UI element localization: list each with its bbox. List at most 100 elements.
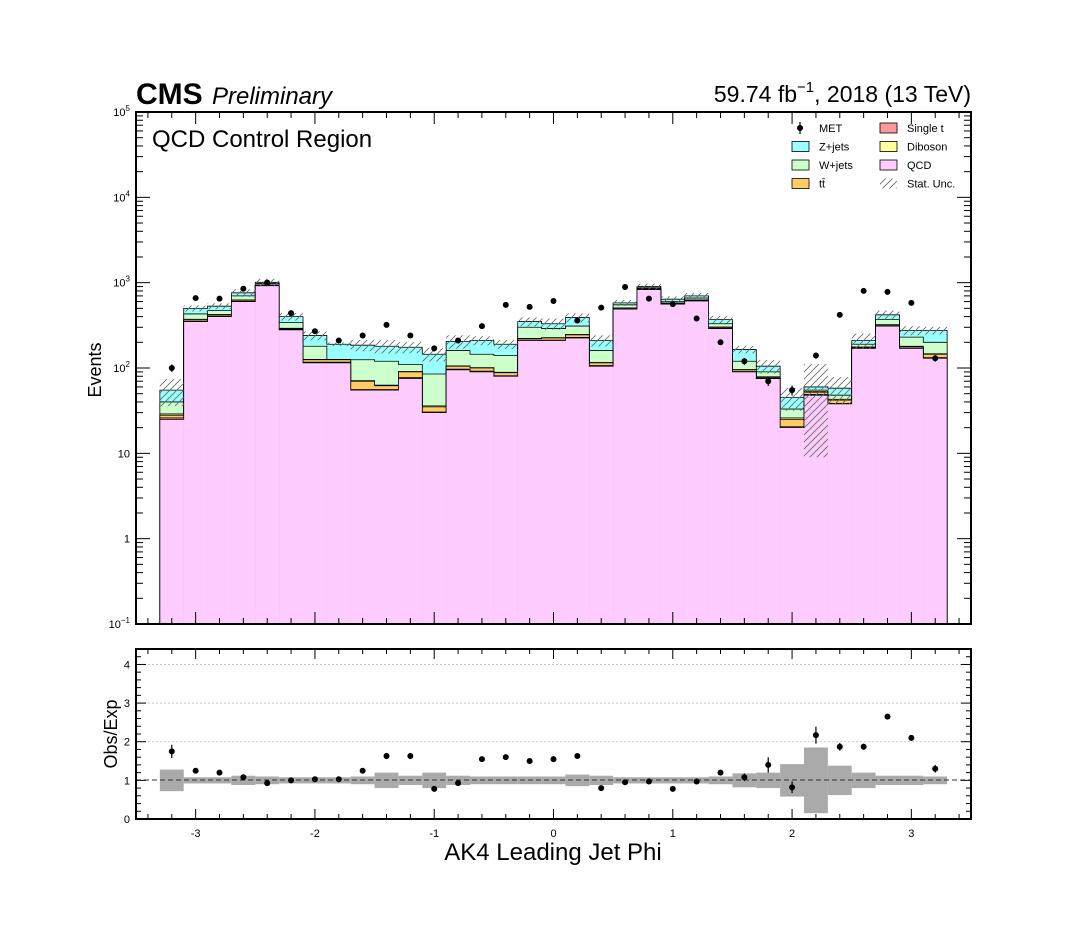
stat-unc-box xyxy=(923,326,948,335)
stat-unc-box xyxy=(207,303,232,310)
stat-unc-box xyxy=(398,342,423,354)
main-y-tick-exp: 4 xyxy=(126,189,131,198)
stack-bar-qcd xyxy=(732,371,757,624)
stat-unc-box xyxy=(851,333,876,349)
ratio-point xyxy=(526,758,533,765)
stat-unc-box xyxy=(470,336,494,346)
ratio-band-box xyxy=(875,775,900,785)
legend-label-ttbar: tt̄ xyxy=(819,178,825,190)
stack-bar-qcd xyxy=(637,289,661,624)
stack-bar-qcd xyxy=(493,376,518,624)
stack-bar-qcd xyxy=(279,329,303,624)
data-point xyxy=(478,323,485,330)
stat-unc-box xyxy=(279,313,303,321)
main-y-tick-base: 10 xyxy=(109,619,121,631)
x-tick-label: 3 xyxy=(908,828,914,840)
ratio-point xyxy=(192,767,199,774)
data-point xyxy=(765,378,772,385)
data-point xyxy=(693,315,700,322)
data-point xyxy=(908,299,915,306)
ratio-point xyxy=(932,765,939,772)
stat-unc-box xyxy=(303,331,327,341)
data-point xyxy=(192,295,199,302)
stack-bar-qcd xyxy=(756,378,781,624)
ratio-band-box xyxy=(851,772,876,789)
data-point xyxy=(741,358,748,365)
stack-bar-qcd xyxy=(899,348,924,624)
data-point xyxy=(645,295,652,302)
main-y-tick-exp: 2 xyxy=(126,360,131,369)
stat-unc-box xyxy=(708,315,733,324)
stat-unc-box xyxy=(637,283,661,290)
data-point xyxy=(932,355,939,362)
legend-label-met: MET xyxy=(819,123,843,135)
stat-unc-box xyxy=(613,300,637,306)
ratio-y-ticks: 0 1 2 3 4 xyxy=(124,656,971,826)
legend-label-qcd: QCD xyxy=(907,160,932,172)
region-label: QCD Control Region xyxy=(152,126,372,153)
x-axis-label: AK4 Leading Jet Phi xyxy=(444,839,662,866)
stack-bar-qcd xyxy=(613,309,637,624)
ratio-point xyxy=(622,779,629,786)
observed-data-layer xyxy=(168,279,939,396)
data-point xyxy=(431,345,438,352)
ratio-point xyxy=(264,780,271,787)
ratio-point xyxy=(598,785,605,792)
ratio-point xyxy=(168,748,175,755)
ratio-point xyxy=(741,774,748,781)
ratio-point xyxy=(455,780,462,787)
data-point xyxy=(240,285,247,292)
ratio-point xyxy=(693,778,700,785)
stat-unc-box xyxy=(899,326,924,336)
stack-layer xyxy=(159,281,948,624)
stack-bar-qcd xyxy=(827,403,852,624)
ratio-point xyxy=(645,778,652,785)
ratio-point xyxy=(550,756,557,763)
ratio-y-tick-label: 2 xyxy=(124,737,130,749)
data-point xyxy=(669,301,676,308)
stat-unc-box xyxy=(231,289,256,297)
ratio-point xyxy=(836,743,843,750)
main-y-tick-base: 10 xyxy=(113,192,125,204)
data-point xyxy=(216,295,223,302)
lumi-label: 59.74 fb−1, 2018 (13 TeV) xyxy=(714,79,971,107)
ratio-point xyxy=(359,767,366,774)
y-axis-label: Events xyxy=(85,342,105,397)
data-point xyxy=(359,332,366,339)
legend-swatch-zjets xyxy=(791,141,810,152)
data-point xyxy=(168,365,175,371)
x-tick-label: -1 xyxy=(429,828,439,840)
ratio-x-ticks: -3 -2 -1 0 1 2 3 xyxy=(147,649,960,840)
stack-bar-qcd xyxy=(231,301,256,624)
data-point xyxy=(455,337,462,344)
ratio-point xyxy=(574,753,581,760)
ratio-y-tick-label: 3 xyxy=(124,698,130,710)
legend-swatch-ttbar xyxy=(791,178,810,189)
legend-label-stat: Stat. Unc. xyxy=(907,179,955,191)
stack-bar-qcd xyxy=(374,390,399,624)
main-y-tick-exp: −1 xyxy=(121,616,131,625)
main-y-tick-exp: 5 xyxy=(126,104,131,113)
data-point xyxy=(502,301,509,308)
stack-bar-qcd xyxy=(207,316,232,624)
data-point xyxy=(860,287,867,294)
lumi-rest: , 2018 (13 TeV) xyxy=(814,81,971,107)
main-y-tick-base: 1 xyxy=(124,534,130,546)
stat-unc-box xyxy=(517,317,542,327)
data-point xyxy=(622,283,629,290)
data-point xyxy=(335,337,342,344)
status-label: Preliminary xyxy=(212,83,334,110)
stat-unc-box xyxy=(374,340,399,354)
stack-bar-qcd xyxy=(541,340,566,624)
stack-bar-qcd xyxy=(446,369,470,624)
stat-unc-box xyxy=(780,387,804,411)
data-point xyxy=(407,332,414,339)
ratio-point xyxy=(669,785,676,792)
ratio-panel: -3 -2 -1 0 1 2 3 0 1 2 3 4 Obs/Exp AK4 Leading Jet… xyxy=(101,648,972,866)
data-point xyxy=(288,310,295,317)
ratio-y-tick-label: 1 xyxy=(124,775,130,787)
main-y-tick-base: 10 xyxy=(118,448,130,460)
main-y-tick-base: 10 xyxy=(113,278,125,290)
data-point xyxy=(526,303,533,310)
lumi-exponent: −1 xyxy=(797,79,814,96)
